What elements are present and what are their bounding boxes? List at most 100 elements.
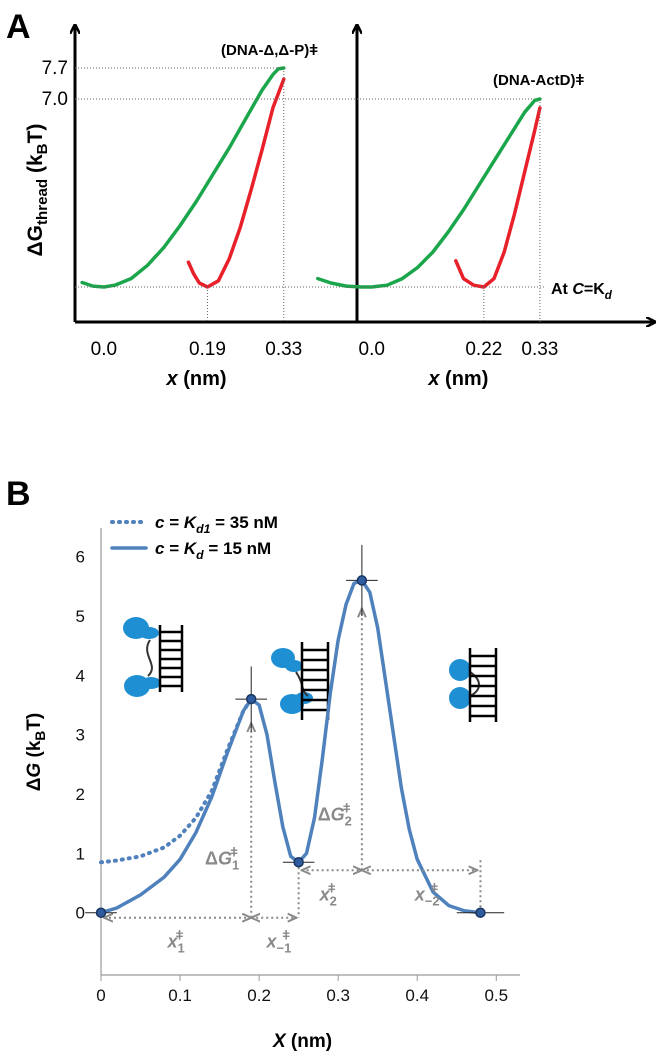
cartoon-open (123, 617, 184, 697)
y-axis-label-part: (k (24, 154, 47, 179)
legend-label: c = Kd1 = 35 nM (155, 513, 278, 536)
y-axis-label-part: T) (24, 124, 47, 144)
series-line (316, 97, 542, 289)
annotation-label: ΔG2ǂ (318, 800, 352, 828)
x-axis-label-part: x (427, 368, 440, 390)
annotation-label-part: G (218, 849, 232, 869)
x-tick-label: 0.0 (359, 339, 385, 360)
panel-label: B (6, 475, 31, 513)
y-tick-label: 6 (76, 548, 85, 567)
x-tick-label: 0.2 (247, 986, 271, 1005)
annotation-label-part: x (266, 932, 278, 952)
condition-note-part: d (605, 290, 613, 302)
annotation-label: x−1ǂ (266, 928, 292, 956)
annotation-label-part: Δ (205, 849, 218, 869)
panel-a-axes (75, 26, 654, 322)
annotation-label-part: 2 (330, 893, 337, 908)
legend-label-part: K (184, 539, 198, 558)
panel-label: A (6, 8, 31, 46)
series-line (454, 106, 542, 289)
annotation-label-part: x (319, 884, 331, 904)
annotation-label-part: −2 (425, 893, 440, 908)
legend-label-part: K (184, 513, 198, 532)
annotation-label-part: 1 (232, 858, 239, 873)
legend-label-part: d1 (196, 522, 210, 536)
data-point (245, 693, 257, 705)
annotation-label-part: 1 (178, 941, 185, 956)
y-axis-label-part: B (33, 731, 48, 741)
y-axis-label-part: T) (24, 713, 45, 731)
x-axis-label-part: (nm) (286, 1031, 332, 1052)
series-line (99, 697, 254, 865)
cartoon-bound (449, 648, 498, 722)
annotation-label-part: ǂ (343, 800, 351, 815)
y-axis-label: ΔGthread (kBT) (24, 124, 51, 257)
x-axis-label: x (nm) (166, 368, 227, 390)
annotation-label: x1ǂ (166, 928, 184, 956)
annotation-label: ΔG1ǂ (205, 845, 239, 873)
annotation-label-part: Δ (318, 804, 331, 824)
annotation-label-part: G (331, 804, 345, 824)
legend-label-part: c (155, 539, 165, 558)
legend-label-part: c (155, 513, 165, 532)
series-line (186, 77, 286, 289)
data-point (356, 575, 368, 586)
annotation-label-part: 2 (345, 813, 352, 828)
legend-label: c = Kd = 15 nM (155, 539, 271, 562)
y-axis-label-part: Δ (24, 778, 45, 792)
condition-note: At C=Kd (551, 281, 613, 302)
data-point (95, 907, 107, 918)
x-axis-label-part: (nm) (178, 368, 227, 390)
x-tick-label: 0.1 (168, 986, 192, 1005)
y-tick-label: 3 (76, 726, 85, 745)
y-axis-label-part: G (24, 763, 45, 778)
annotation-label-part: x (166, 932, 178, 952)
annotation-label-part: ǂ (328, 880, 336, 895)
legend-label-part: = 15 nM (204, 539, 272, 558)
x-tick-label: 0.3 (326, 986, 350, 1005)
annotation-label-part: ǂ (431, 880, 439, 895)
annotation-label-part: ǂ (230, 845, 238, 860)
condition-note-part: C (572, 281, 584, 298)
x-tick-label: 0.19 (189, 339, 226, 360)
peak-annotation: (DNA-Δ,Δ-P)ǂ (221, 42, 318, 59)
x-tick-label: 0.33 (265, 339, 302, 360)
legend-label-part: = (164, 539, 183, 558)
annotation-label: x−2ǂ (414, 880, 440, 908)
x-axis-label-part: x (166, 368, 179, 390)
y-axis-label-part: B (34, 143, 51, 154)
x-tick-label: 0.4 (405, 986, 429, 1005)
y-axis-label-part: (k (24, 740, 45, 763)
annotation-label: x2ǂ (319, 880, 337, 908)
series-line (80, 66, 286, 289)
y-tick-label: 1 (76, 844, 85, 863)
y-axis-label-part: thread (34, 179, 51, 225)
data-point (293, 857, 304, 868)
y-tick-label: 5 (76, 607, 85, 626)
x-tick-label: 0.5 (484, 986, 508, 1005)
annotation-label-part: ǂ (282, 928, 290, 943)
x-tick-label: 0 (96, 986, 105, 1005)
panel-b-axes (100, 528, 520, 976)
y-axis-label-part: ΔG (24, 225, 47, 256)
y-tick-label: 4 (76, 666, 85, 685)
x-axis-label-part: X (272, 1031, 287, 1052)
y-axis-label: ΔG (kBT) (24, 713, 48, 791)
y-tick-label: 7.0 (42, 89, 68, 110)
legend-label-part: = 35 nM (210, 513, 278, 532)
condition-note-part: =K (584, 281, 605, 298)
data-point (475, 907, 486, 918)
x-axis-label-part: (nm) (439, 368, 488, 390)
x-tick-label: 0.0 (91, 339, 117, 360)
series-line (99, 578, 483, 915)
cartoon-intermediate (271, 642, 330, 720)
x-tick-label: 0.22 (465, 339, 502, 360)
x-tick-label: 0.33 (521, 339, 558, 360)
y-tick-label: 2 (76, 785, 85, 804)
legend-label-part: d (196, 548, 204, 562)
x-axis-label: x (nm) (427, 368, 488, 390)
y-tick-label: 0 (76, 904, 85, 923)
annotation-label-part: −1 (277, 941, 292, 956)
